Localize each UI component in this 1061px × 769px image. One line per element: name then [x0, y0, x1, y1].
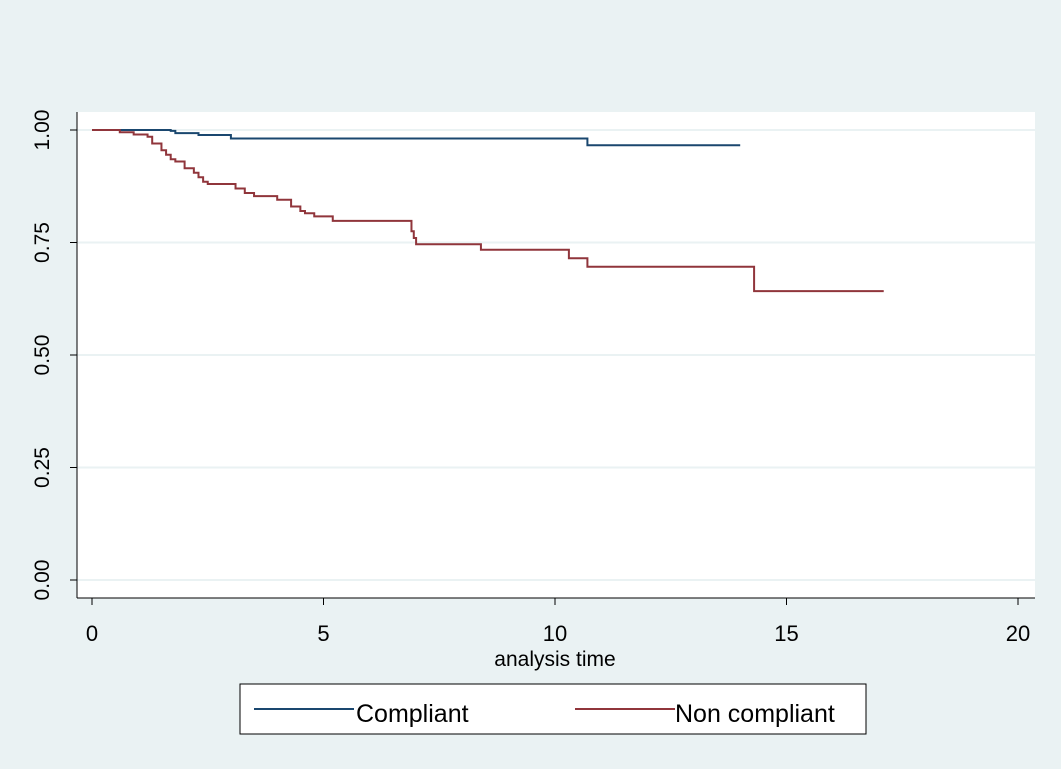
- gridlines: [77, 129, 1035, 581]
- x-axis-label: analysis time: [494, 648, 615, 671]
- series-layer: [92, 129, 884, 293]
- y-tick-label: 0.75: [31, 222, 54, 263]
- x-tick-label: 15: [774, 621, 798, 646]
- x-ticks: 0 5 10 15 20: [86, 598, 1030, 646]
- x-tick-label: 10: [543, 621, 567, 646]
- y-tick-label: 0.00: [31, 560, 54, 601]
- x-tick-label: 5: [317, 621, 329, 646]
- y-tick-label: 1.00: [31, 110, 54, 151]
- y-tick-label: 0.25: [31, 447, 54, 488]
- y-tick-label: 0.50: [31, 335, 54, 376]
- legend-label-non-compliant: Non compliant: [675, 700, 835, 728]
- legend: Compliant Non compliant: [239, 683, 867, 735]
- y-ticks: 0.00 0.25 0.50 0.75 1.00: [31, 110, 77, 601]
- legend-label-compliant: Compliant: [356, 700, 469, 728]
- series-line-non-compliant: [92, 129, 884, 293]
- x-tick-label: 20: [1006, 621, 1030, 646]
- series-line-compliant: [92, 129, 741, 147]
- x-tick-label: 0: [86, 621, 98, 646]
